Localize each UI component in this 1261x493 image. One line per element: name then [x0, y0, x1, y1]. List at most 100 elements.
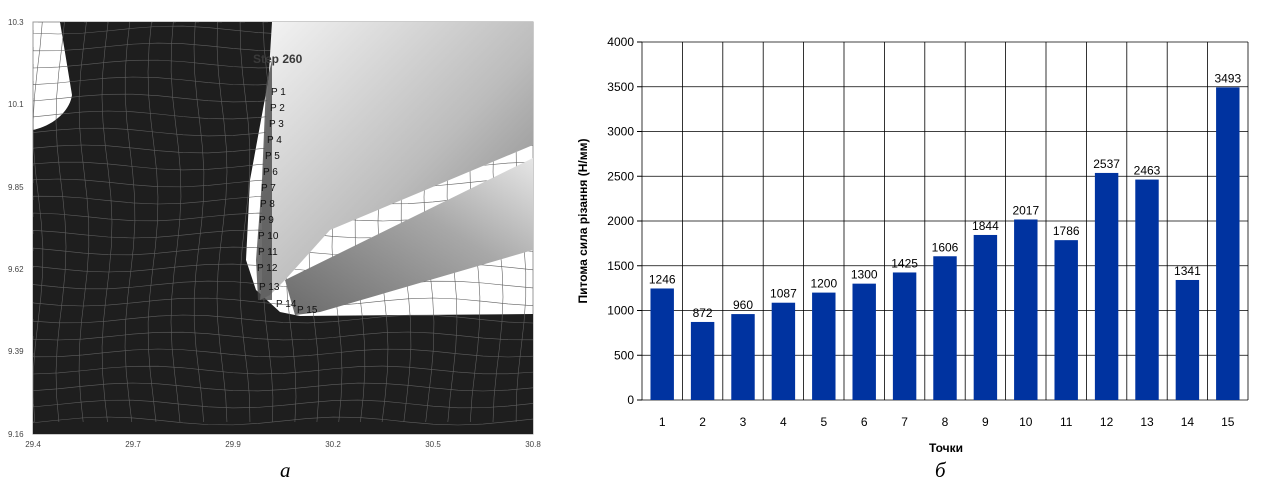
- data-label: 1200: [810, 277, 837, 291]
- bar: [1094, 172, 1119, 400]
- data-label: 872: [693, 306, 713, 320]
- x-tick-label: 30.2: [325, 440, 341, 449]
- point-label: P 10: [258, 231, 279, 242]
- bar: [852, 283, 876, 400]
- y-tick-label: 3500: [607, 80, 634, 94]
- data-label: 1844: [972, 219, 999, 233]
- x-tick-labels: 29.4 29.7 29.9 30.2 30.5 30.8: [25, 440, 541, 449]
- data-label: 1087: [770, 287, 797, 301]
- point-label: P 6: [263, 167, 278, 178]
- bar: [1216, 87, 1240, 401]
- bar: [1135, 179, 1159, 400]
- y-tick-labels: 0 500 1000 1500 2000 2500 3000 3500 4000: [607, 35, 634, 407]
- data-label: 1606: [932, 240, 959, 254]
- bar: [1054, 240, 1078, 400]
- y-tick-label: 3000: [607, 125, 634, 139]
- x-tick-label: 7: [901, 415, 908, 429]
- caption-a: а: [280, 458, 291, 482]
- data-label: 2537: [1093, 157, 1120, 171]
- data-labels: 1246 872 960 1087 1200 1300 1425 1606 1844 2017 17…: [649, 71, 1242, 320]
- workpiece-mesh: [33, 22, 533, 434]
- y-tick-label: 9.16: [8, 430, 24, 439]
- caption-b: б: [935, 458, 946, 482]
- x-tick-label: 9: [982, 415, 989, 429]
- fe-simulation-panel: Step 260 P 1 P 2 P 3 P 4 P 5 P 6 P 7 P 8 P 9 P 10…: [0, 0, 560, 488]
- bar-chart-panel: 1246 872 960 1087 1200 1300 1425 1606 1844 2017 17…: [560, 0, 1261, 488]
- point-label: P 9: [259, 215, 274, 226]
- data-label: 960: [733, 298, 753, 312]
- bar: [933, 256, 957, 400]
- x-tick-label: 5: [820, 415, 827, 429]
- tool-flank: [285, 158, 533, 315]
- data-label: 1341: [1174, 264, 1201, 278]
- cutting-tool: [260, 22, 533, 300]
- point-labels: P 1 P 2 P 3 P 4 P 5 P 6 P 7 P 8 P 9 P 10 P 11 P 12 P…: [257, 87, 318, 316]
- point-label: P 15: [297, 305, 318, 316]
- x-tick-label: 29.4: [25, 440, 41, 449]
- x-tick-label: 29.7: [125, 440, 141, 449]
- x-tick-label: 30.5: [425, 440, 441, 449]
- x-tick-label: 3: [740, 415, 747, 429]
- y-tick-label: 2500: [607, 169, 634, 183]
- point-label: P 3: [269, 119, 284, 130]
- fe-simulation-figure: Step 260 P 1 P 2 P 3 P 4 P 5 P 6 P 7 P 8 P 9 P 10…: [8, 18, 541, 449]
- x-tick-label: 11: [1060, 415, 1073, 429]
- point-label: P 11: [258, 247, 278, 258]
- x-tick-label: 14: [1181, 415, 1195, 429]
- y-tick-labels: 10.3 10.1 9.85 9.62 9.39 9.16: [8, 18, 24, 439]
- x-tick-label: 8: [942, 415, 949, 429]
- x-tick-label: 4: [780, 415, 787, 429]
- x-tick-label: 1: [659, 415, 666, 429]
- bar: [1014, 219, 1038, 400]
- y-tick-label: 0: [627, 393, 634, 407]
- point-label: P 13: [259, 282, 280, 293]
- data-label: 2463: [1134, 164, 1161, 178]
- point-label: P 5: [265, 151, 280, 162]
- point-label: P 8: [260, 199, 275, 210]
- data-label: 3493: [1214, 71, 1241, 85]
- bar: [690, 321, 715, 400]
- point-label: P 4: [267, 135, 282, 146]
- bar: [892, 272, 917, 400]
- bar: [812, 292, 836, 400]
- data-label: 1300: [851, 268, 878, 282]
- y-tick-label: 10.3: [8, 18, 24, 27]
- x-tick-label: 30.8: [525, 440, 541, 449]
- step-label: Step 260: [253, 52, 303, 66]
- y-tick-label: 1500: [607, 259, 634, 273]
- y-tick-label: 9.62: [8, 265, 24, 274]
- point-label: P 14: [276, 299, 297, 310]
- bar: [731, 314, 755, 400]
- y-tick-label: 1000: [607, 304, 634, 318]
- y-tick-label: 10.1: [8, 100, 24, 109]
- x-tick-label: 10: [1019, 415, 1033, 429]
- x-axis-label: Точки: [929, 441, 963, 455]
- bar: [650, 288, 674, 400]
- contact-zone: [256, 60, 272, 300]
- x-tick-label: 12: [1100, 415, 1114, 429]
- bar: [1175, 279, 1200, 400]
- data-label: 1425: [891, 256, 918, 270]
- x-tick-label: 6: [861, 415, 868, 429]
- y-tick-label: 500: [614, 348, 634, 362]
- bar: [771, 302, 796, 400]
- y-tick-label: 4000: [607, 35, 634, 49]
- y-axis-label: Питома сила різання (Н/мм): [576, 138, 590, 303]
- y-tick-label: 9.39: [8, 347, 24, 356]
- point-label: P 12: [257, 263, 278, 274]
- data-label: 1786: [1053, 224, 1080, 238]
- x-tick-label: 15: [1221, 415, 1235, 429]
- bars: [650, 87, 1240, 401]
- y-tick-label: 9.85: [8, 183, 24, 192]
- bar: [973, 234, 998, 400]
- point-label: P 7: [261, 183, 276, 194]
- point-label: P 2: [270, 103, 285, 114]
- data-label: 1246: [649, 272, 676, 286]
- bar-chart: 1246872960108712001300142516061844201717…: [576, 35, 1249, 455]
- x-tick-label: 2: [699, 415, 706, 429]
- x-tick-label: 29.9: [225, 440, 241, 449]
- x-tick-label: 13: [1140, 415, 1154, 429]
- point-label: P 1: [271, 87, 286, 98]
- x-tick-labels: 1 2 3 4 5 6 7 8 9 10 11 12 13 14 15: [659, 415, 1235, 429]
- y-tick-label: 2000: [607, 214, 634, 228]
